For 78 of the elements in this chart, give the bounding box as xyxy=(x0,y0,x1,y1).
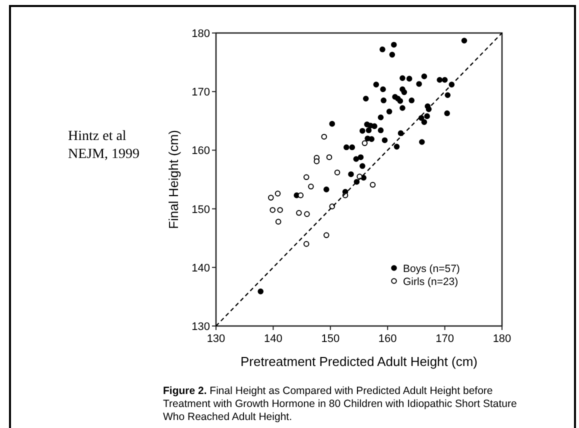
point xyxy=(356,174,362,180)
point xyxy=(348,171,354,178)
point xyxy=(390,42,397,48)
y-tick-label: 170 xyxy=(192,86,210,99)
point xyxy=(380,46,386,52)
point xyxy=(408,97,415,104)
point xyxy=(368,136,374,142)
point xyxy=(424,113,430,120)
point xyxy=(323,186,330,192)
point xyxy=(444,110,450,116)
point xyxy=(380,86,386,92)
x-axis-title: Pretreatment Predicted Adult Height (cm) xyxy=(240,354,478,369)
point xyxy=(358,154,364,160)
point xyxy=(394,144,400,150)
y-axis-title: Final Height (cm) xyxy=(166,130,181,229)
point xyxy=(397,98,404,104)
point xyxy=(373,82,380,88)
point xyxy=(344,144,350,150)
text: Hintz et al NEJM, 1999 xyxy=(68,129,140,162)
point xyxy=(400,75,406,82)
point xyxy=(314,158,320,164)
x-tick-label: 180 xyxy=(492,333,512,345)
x-tick-label: 160 xyxy=(378,333,397,345)
point xyxy=(303,174,310,180)
point xyxy=(304,211,310,217)
y-tick-label: 180 xyxy=(192,28,210,40)
legend-label: Girls (n=23) xyxy=(403,276,458,288)
point xyxy=(258,288,264,294)
point xyxy=(401,89,408,96)
point xyxy=(329,120,336,127)
point xyxy=(461,38,468,44)
point xyxy=(419,139,425,145)
point xyxy=(362,96,369,102)
point xyxy=(296,210,302,216)
x-tick-label: 130 xyxy=(206,333,226,345)
point xyxy=(442,76,448,83)
point xyxy=(421,119,428,125)
point xyxy=(268,194,274,201)
point xyxy=(275,218,282,225)
x-tick-label: 140 xyxy=(264,333,282,345)
point xyxy=(400,105,406,111)
point xyxy=(386,108,392,114)
point xyxy=(389,52,396,58)
point xyxy=(349,144,356,150)
point xyxy=(323,232,330,238)
point xyxy=(326,154,332,160)
point xyxy=(372,123,378,130)
point xyxy=(277,207,283,213)
point xyxy=(360,163,366,169)
point xyxy=(270,207,276,213)
y-tick-label: 130 xyxy=(192,321,210,333)
point xyxy=(378,127,384,134)
y-tick-label: 160 xyxy=(192,145,210,158)
point xyxy=(303,241,310,247)
point xyxy=(382,137,388,144)
y-tick-label: 150 xyxy=(192,204,210,216)
point xyxy=(436,76,443,83)
y-tick-label: 140 xyxy=(192,262,210,274)
point xyxy=(274,190,281,196)
x-tick-label: 170 xyxy=(436,333,454,345)
point xyxy=(334,170,340,176)
point xyxy=(380,97,386,104)
point xyxy=(378,114,384,120)
point xyxy=(362,140,368,146)
point xyxy=(370,182,376,188)
legend-label: Boys (n=57) xyxy=(403,263,460,275)
x-tick-label: 150 xyxy=(321,333,340,345)
point xyxy=(366,127,372,134)
point xyxy=(353,156,360,162)
point xyxy=(321,134,328,140)
point xyxy=(444,92,451,98)
point xyxy=(421,73,428,80)
point xyxy=(406,76,412,82)
point xyxy=(416,81,422,87)
point xyxy=(308,184,314,190)
caption: Figure 2. Final Height as Compared with Predicted Adult Height before Treatment with Growth Hormone in 80 Children with Idiopathic Short Stature Who Reached Adult Height. xyxy=(163,385,518,423)
point xyxy=(360,128,366,134)
point xyxy=(398,130,404,136)
